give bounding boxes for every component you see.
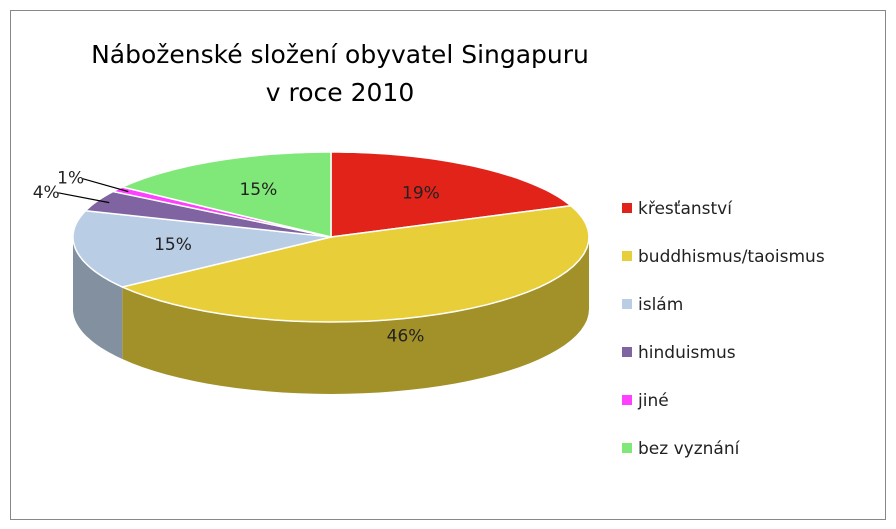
legend-label: islám	[638, 295, 683, 315]
leader-line	[82, 178, 129, 193]
data-label: 15%	[154, 235, 192, 255]
data-label: 46%	[387, 327, 425, 347]
pie-slice	[119, 204, 590, 323]
pie-side	[122, 237, 590, 394]
chart-title: Náboženské složení obyvatel Singapuru v …	[91, 40, 589, 107]
legend-label: hinduismus	[638, 343, 736, 363]
data-label: 19%	[402, 183, 440, 203]
legend-label: buddhismus/taoismus	[638, 247, 825, 267]
pie-slice	[72, 209, 332, 288]
legend-swatch	[622, 251, 632, 261]
legend-swatch	[622, 395, 632, 405]
data-label: 15%	[239, 180, 277, 200]
legend-swatch	[622, 203, 632, 213]
legend-swatch	[622, 299, 632, 309]
legend-label: jiné	[637, 391, 669, 411]
pie-slice	[330, 151, 573, 238]
legend-swatch	[622, 347, 632, 357]
leader-line	[58, 192, 110, 204]
legend-label: křesťanství	[638, 199, 733, 219]
data-label: 1%	[57, 169, 84, 189]
legend-label: bez vyznání	[638, 439, 741, 459]
legend-swatch	[622, 443, 632, 453]
pie-side	[73, 237, 123, 359]
data-label: 4%	[33, 183, 60, 203]
pie-slice	[119, 151, 332, 238]
